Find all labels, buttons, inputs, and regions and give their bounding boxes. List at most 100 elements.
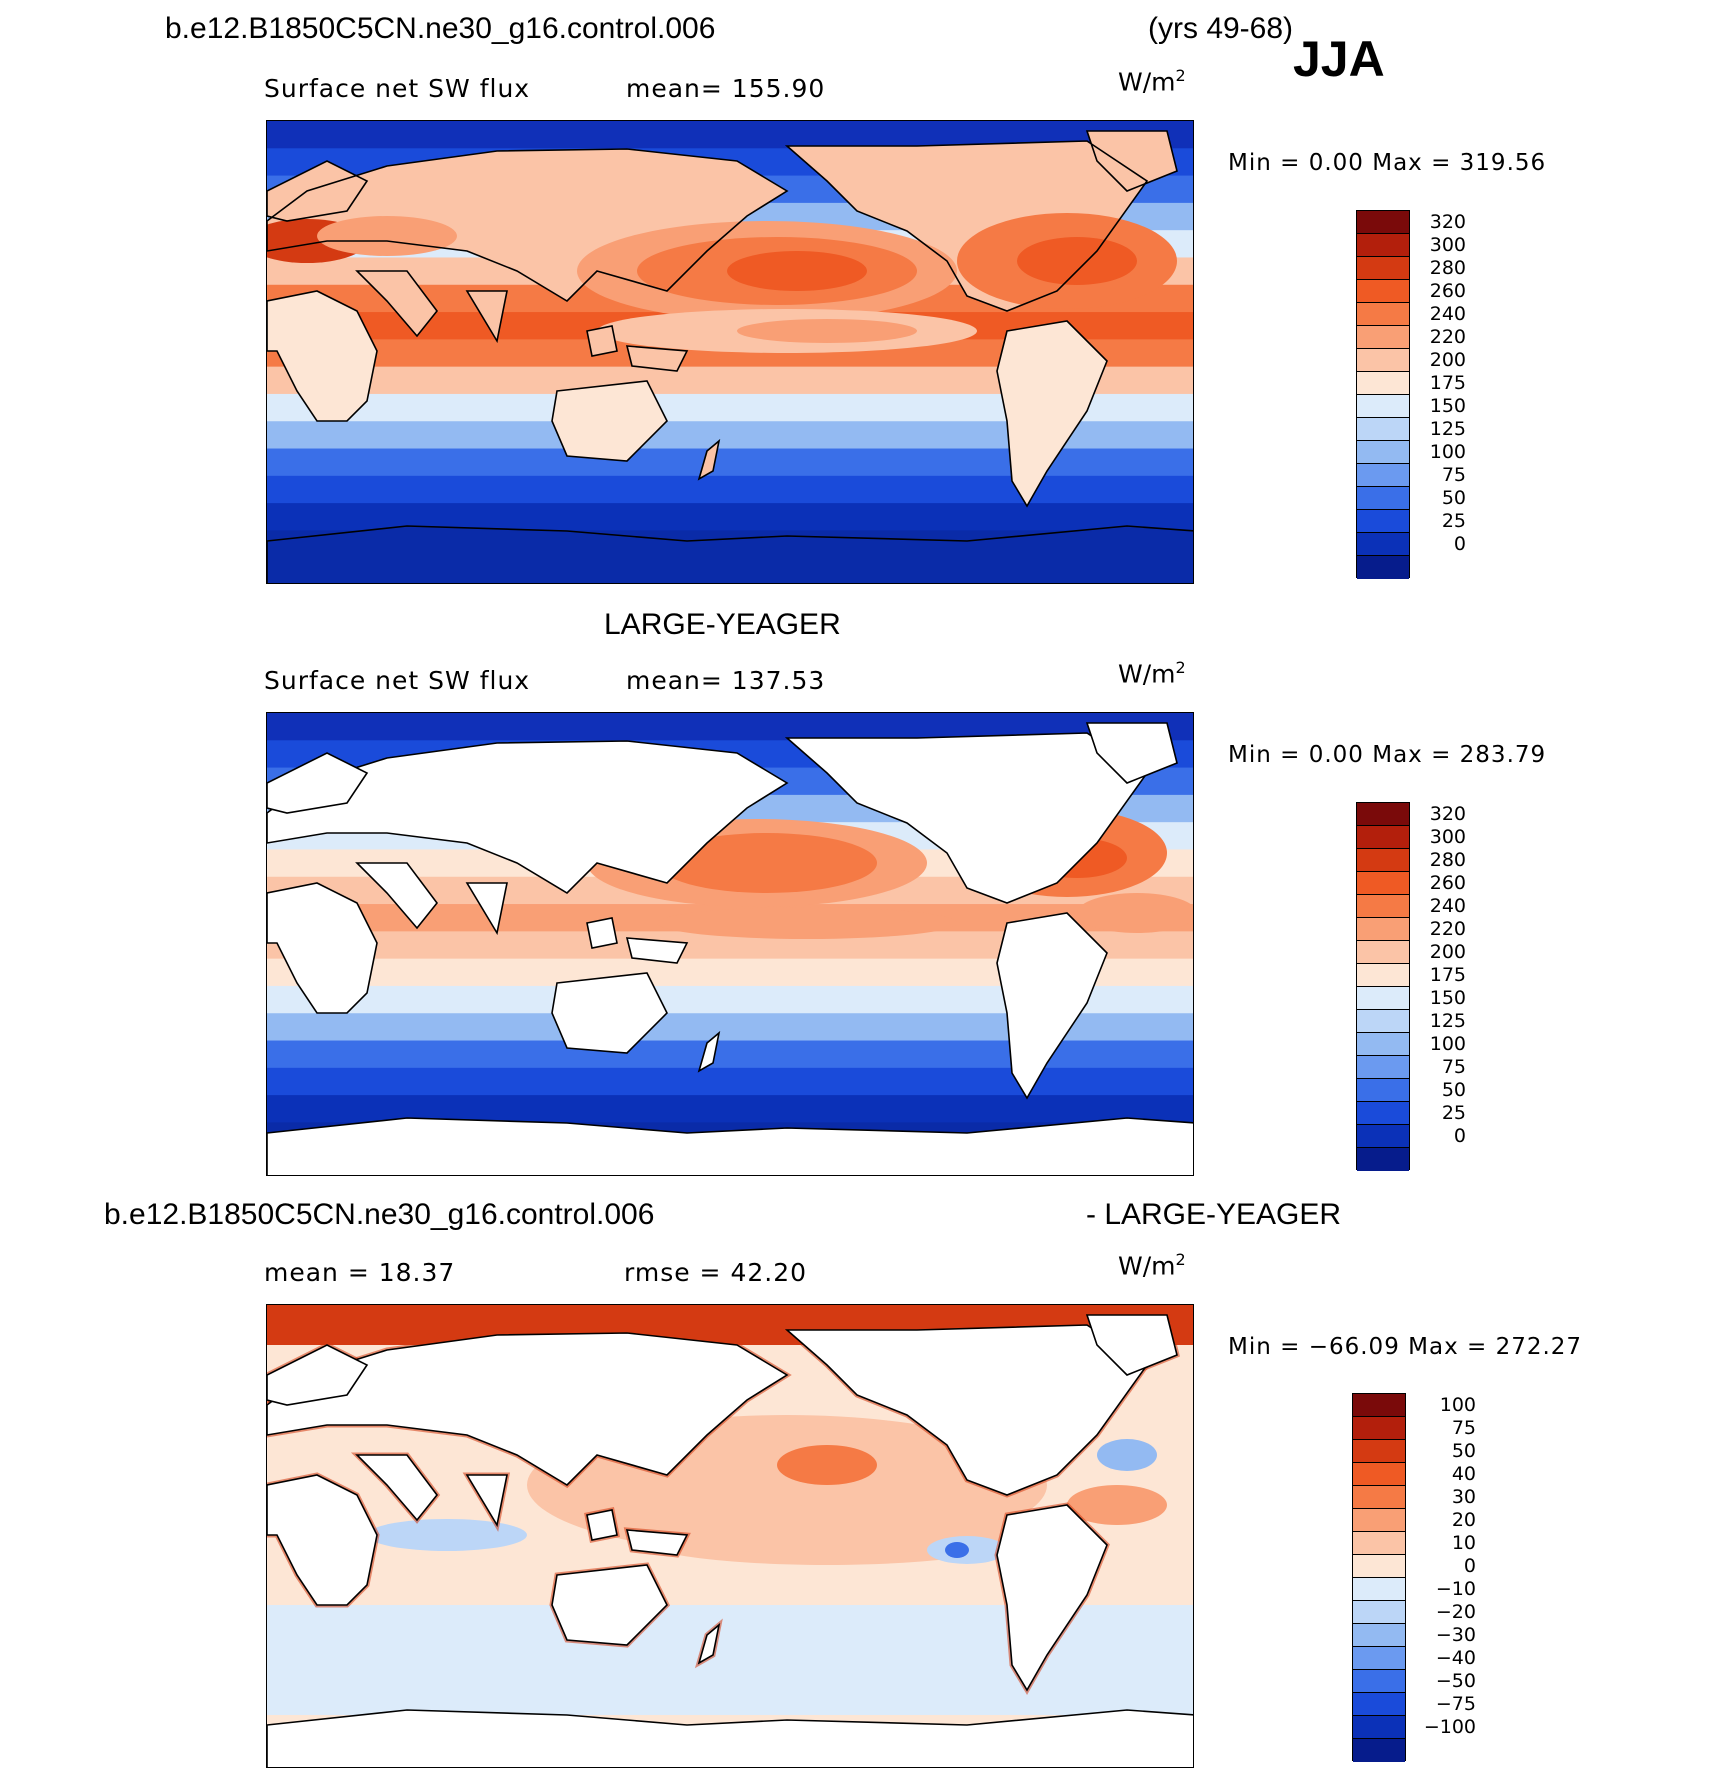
colorbar-segment xyxy=(1353,1463,1405,1486)
panel2-title: LARGE-YEAGER xyxy=(604,608,841,641)
panel1-minmax: Min = 0.00 Max = 319.56 xyxy=(1228,150,1547,176)
colorbar-tick-label: 175 xyxy=(1429,371,1466,394)
latitude-band xyxy=(267,1067,1193,1097)
land-field xyxy=(467,291,507,341)
colorbar-tick-label: −50 xyxy=(1435,1669,1476,1692)
field-contour xyxy=(1017,237,1137,285)
colorbar-segment xyxy=(1357,872,1409,895)
panel3-units: W/m2 xyxy=(1118,1250,1186,1281)
field-contour xyxy=(777,1445,877,1485)
colorbar-segment xyxy=(1357,1010,1409,1033)
panel3-title-left: b.e12.B1850C5CN.ne30_g16.control.006 xyxy=(104,1198,655,1231)
colorbar-tick-label: 100 xyxy=(1429,1032,1466,1055)
colorbar-tick-label: 40 xyxy=(1451,1462,1476,1485)
coastline xyxy=(784,1324,1149,1496)
colorbar-segment xyxy=(1357,556,1409,579)
land-field xyxy=(357,271,437,336)
panel2-colorbar-ticks: 320 300 280 260 240 220 200 175 150 125 100 75 50 25 0 xyxy=(1420,802,1466,1170)
colorbar-tick-label: 150 xyxy=(1429,394,1466,417)
coastline xyxy=(586,325,618,357)
field-contour xyxy=(737,319,917,343)
coastline xyxy=(267,882,378,1014)
coastline xyxy=(1085,130,1178,192)
colorbar-segment xyxy=(1357,941,1409,964)
panel3-title-right: - LARGE-YEAGER xyxy=(1086,1198,1342,1231)
colorbar-tick-label: 300 xyxy=(1429,825,1466,848)
coastline xyxy=(625,1529,689,1556)
coastline xyxy=(697,438,721,481)
colorbar-tick-label: −10 xyxy=(1435,1577,1476,1600)
panel1-map xyxy=(266,120,1194,584)
colorbar-segment xyxy=(1353,1739,1405,1762)
colorbar-tick-label: 320 xyxy=(1429,210,1466,233)
colorbar-segment xyxy=(1357,303,1409,326)
colorbar-segment xyxy=(1353,1555,1405,1578)
colorbar-segment xyxy=(1357,803,1409,826)
coastline xyxy=(551,972,668,1054)
colorbar-tick-label: 125 xyxy=(1429,1009,1466,1032)
coastline xyxy=(267,1709,1193,1767)
colorbar-tick-label: 75 xyxy=(1451,1416,1476,1439)
colorbar-tick-label: −20 xyxy=(1435,1600,1476,1623)
colorbar-segment xyxy=(1357,464,1409,487)
coastline xyxy=(551,1564,668,1646)
colorbar-segment xyxy=(1357,418,1409,441)
colorbar-tick-label: 220 xyxy=(1429,325,1466,348)
field-contour xyxy=(657,907,957,939)
colorbar-segment xyxy=(1353,1532,1405,1555)
colorbar-tick-label: 200 xyxy=(1429,940,1466,963)
colorbar-segment xyxy=(1353,1670,1405,1693)
colorbar-tick-label: −100 xyxy=(1423,1715,1476,1738)
colorbar-tick-label: 175 xyxy=(1429,963,1466,986)
colorbar-segment xyxy=(1357,257,1409,280)
land-field xyxy=(267,161,367,221)
coastline xyxy=(697,1030,721,1073)
colorbar-tick-label: 280 xyxy=(1429,256,1466,279)
panel2-map xyxy=(266,712,1194,1176)
panel1-field: Surface net SW flux xyxy=(264,74,531,103)
field-contour xyxy=(1077,893,1193,933)
colorbar-segment xyxy=(1357,826,1409,849)
colorbar-segment xyxy=(1357,234,1409,257)
land-field xyxy=(997,321,1107,506)
colorbar-segment xyxy=(1357,280,1409,303)
panel3-map xyxy=(266,1304,1194,1768)
colorbar-tick-label: 125 xyxy=(1429,417,1466,440)
land-field xyxy=(627,346,687,371)
colorbar-tick-label: 0 xyxy=(1453,1124,1466,1147)
coastline xyxy=(551,380,668,462)
colorbar-tick-label: 260 xyxy=(1429,279,1466,302)
colorbar-tick-label: 0 xyxy=(1453,532,1466,555)
panel3-minmax: Min = −66.09 Max = 272.27 xyxy=(1228,1334,1583,1360)
colorbar-segment xyxy=(1353,1509,1405,1532)
colorbar-segment xyxy=(1353,1486,1405,1509)
coastline xyxy=(267,740,789,895)
colorbar-tick-label: 0 xyxy=(1463,1554,1476,1577)
colorbar-tick-label: −40 xyxy=(1435,1646,1476,1669)
field-contour xyxy=(1097,1439,1157,1471)
colorbar-tick-label: 25 xyxy=(1441,1101,1466,1124)
colorbar-tick-label: 260 xyxy=(1429,871,1466,894)
colorbar-tick-label: −30 xyxy=(1435,1623,1476,1646)
colorbar-segment xyxy=(1357,1148,1409,1171)
colorbar-tick-label: 100 xyxy=(1429,440,1466,463)
coastline xyxy=(267,290,378,422)
colorbar-tick-label: 240 xyxy=(1429,894,1466,917)
panel2-units: W/m2 xyxy=(1118,658,1186,689)
panel2-field: Surface net SW flux xyxy=(264,666,531,695)
coastline xyxy=(996,912,1108,1100)
coastline xyxy=(586,917,618,949)
panel2-minmax: Min = 0.00 Max = 283.79 xyxy=(1228,742,1547,768)
field-contour xyxy=(945,1542,969,1558)
panel1-colorbar xyxy=(1356,210,1410,579)
coastline xyxy=(267,1474,378,1606)
season-label: JJA xyxy=(1293,31,1385,87)
coastline xyxy=(784,140,1149,312)
colorbar-segment xyxy=(1357,441,1409,464)
colorbar-tick-label: 75 xyxy=(1441,1055,1466,1078)
coastline xyxy=(625,345,689,372)
panel1-mean: mean= 155.90 xyxy=(626,74,826,103)
land-field xyxy=(267,291,377,421)
coastline xyxy=(465,882,508,936)
coastline xyxy=(355,1454,439,1522)
